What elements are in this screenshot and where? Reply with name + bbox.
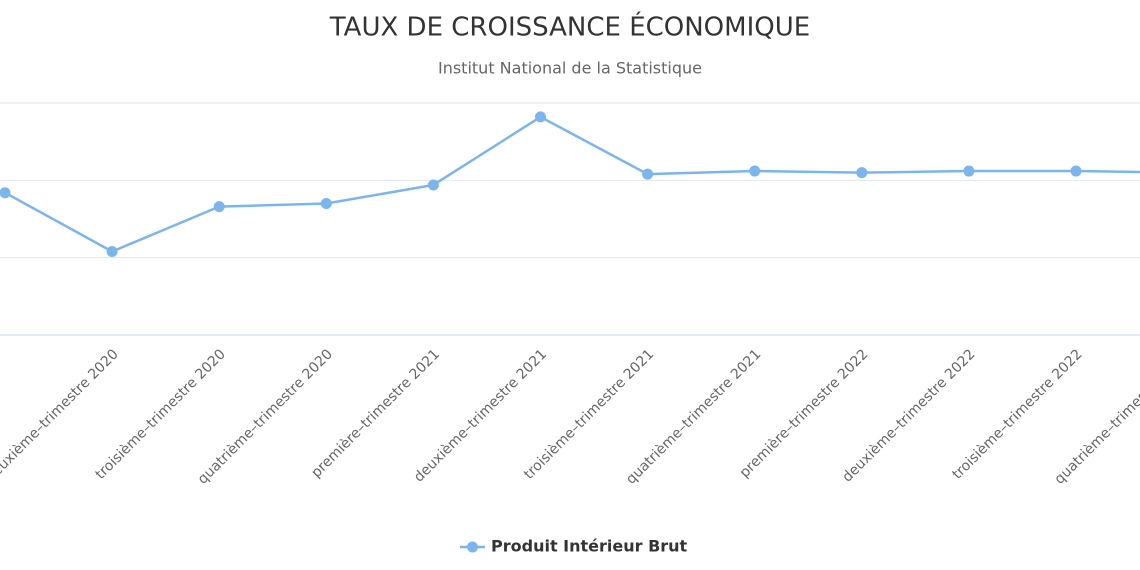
x-tick-label: première–trimestre 2022	[737, 346, 872, 481]
point-marker	[1070, 165, 1082, 177]
chart-subtitle: Institut National de la Statistique	[438, 59, 702, 78]
legend-label: Produit Intérieur Brut	[491, 537, 688, 556]
x-tick-label: première–trimestre 2021	[308, 346, 443, 481]
point-marker	[856, 167, 868, 179]
legend-marker	[467, 541, 478, 553]
point-marker	[749, 165, 761, 177]
point-marker	[213, 201, 225, 213]
point-marker	[535, 111, 546, 123]
point-marker	[427, 179, 439, 191]
point-marker	[963, 165, 975, 177]
point-marker	[0, 187, 11, 199]
series-line	[4, 115, 1140, 253]
chart-title: TAUX DE CROISSANCE ÉCONOMIQUE	[329, 11, 810, 43]
point-marker	[642, 168, 654, 180]
point-marker	[106, 245, 118, 257]
point-marker	[320, 198, 332, 210]
